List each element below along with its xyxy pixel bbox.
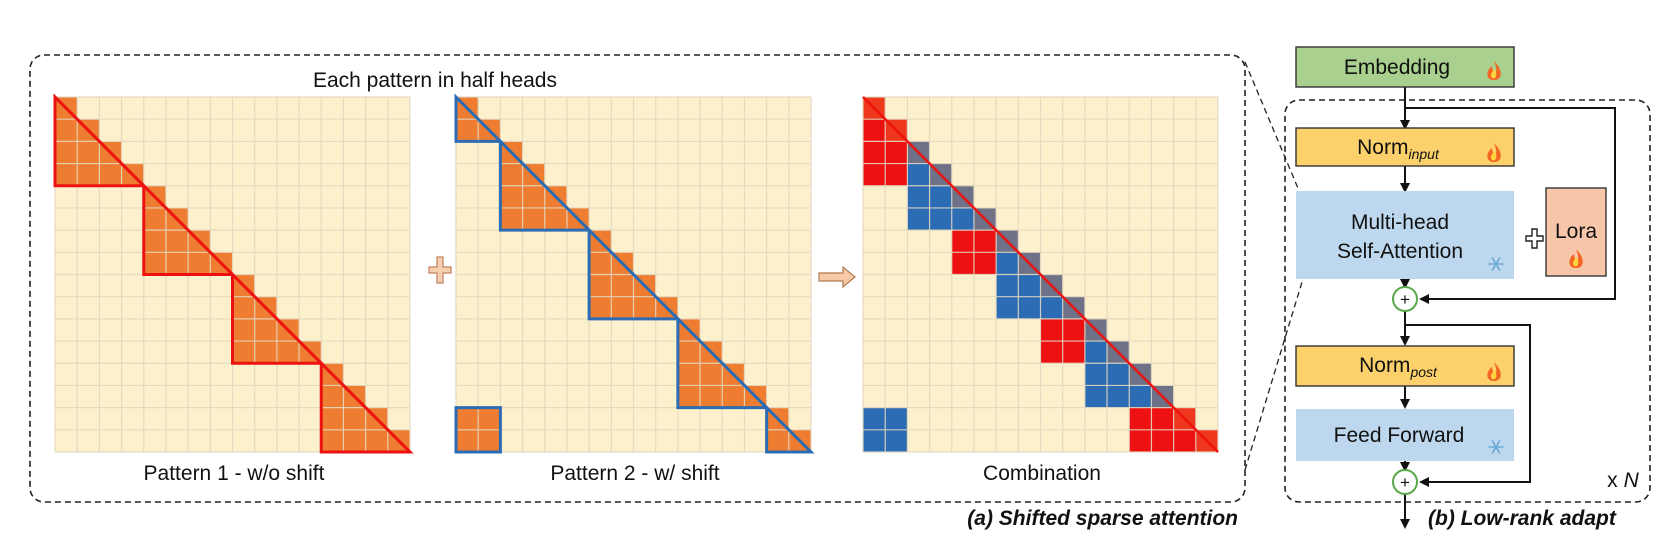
- panel-b-caption: (b) Low-rank adapt: [1428, 507, 1617, 530]
- norm-input-box: [1295, 127, 1515, 167]
- embedding-label: Embedding: [1344, 56, 1450, 79]
- feed-forward-box: [1296, 409, 1514, 461]
- fire-icon: [1487, 143, 1501, 162]
- residual-path-1: [1405, 107, 1616, 304]
- zoom-line-bottom: [1244, 281, 1303, 471]
- attention-box: [1296, 191, 1514, 279]
- norm-post-label: Normpost: [1359, 354, 1438, 380]
- pattern-2-matrix: [454, 93, 815, 454]
- add-node-2: [1392, 469, 1418, 495]
- combine-plus-icon: [1525, 228, 1544, 249]
- norm-post-box: [1295, 345, 1515, 387]
- repeat-block-frame: [1284, 99, 1651, 503]
- diagonal-line: [455, 96, 812, 453]
- combination-label: Combination: [983, 462, 1101, 485]
- attention-label-line2: Self-Attention: [1337, 240, 1463, 263]
- zoom-line-top: [1244, 61, 1301, 194]
- panel-a-frame: [29, 54, 1246, 503]
- wrap-outline: [454, 406, 502, 454]
- attention-label-line1: Multi-head: [1351, 211, 1449, 234]
- pattern-1-label: Pattern 1 - w/o shift: [144, 462, 325, 485]
- add-node-1-symbol: +: [1400, 290, 1410, 309]
- diagonal-line: [54, 96, 411, 453]
- fire-icon: [1487, 362, 1501, 381]
- arrow-right-icon: [818, 265, 856, 289]
- fire-icon: [1487, 61, 1501, 80]
- combination-matrix: [862, 96, 1219, 453]
- feed-forward-label: Feed Forward: [1334, 424, 1465, 447]
- panel-a-caption: (a) Shifted sparse attention: [967, 507, 1238, 530]
- pattern-2-label: Pattern 2 - w/ shift: [550, 462, 719, 485]
- diagonal-line: [862, 96, 1219, 453]
- fire-icon: [1569, 249, 1583, 268]
- snowflake-icon: [1488, 257, 1504, 271]
- add-node-2-symbol: +: [1400, 473, 1410, 492]
- add-node-1: [1392, 286, 1418, 312]
- panel-a-top-title: Each pattern in half heads: [313, 69, 557, 92]
- residual-path-2: [1405, 324, 1531, 487]
- embedding-box: [1295, 46, 1515, 88]
- plus-icon: [428, 256, 452, 284]
- pattern-1-matrix: [53, 93, 414, 454]
- norm-input-label: Norminput: [1357, 136, 1440, 162]
- lora-label: Lora: [1555, 220, 1597, 243]
- snowflake-icon: [1488, 440, 1504, 454]
